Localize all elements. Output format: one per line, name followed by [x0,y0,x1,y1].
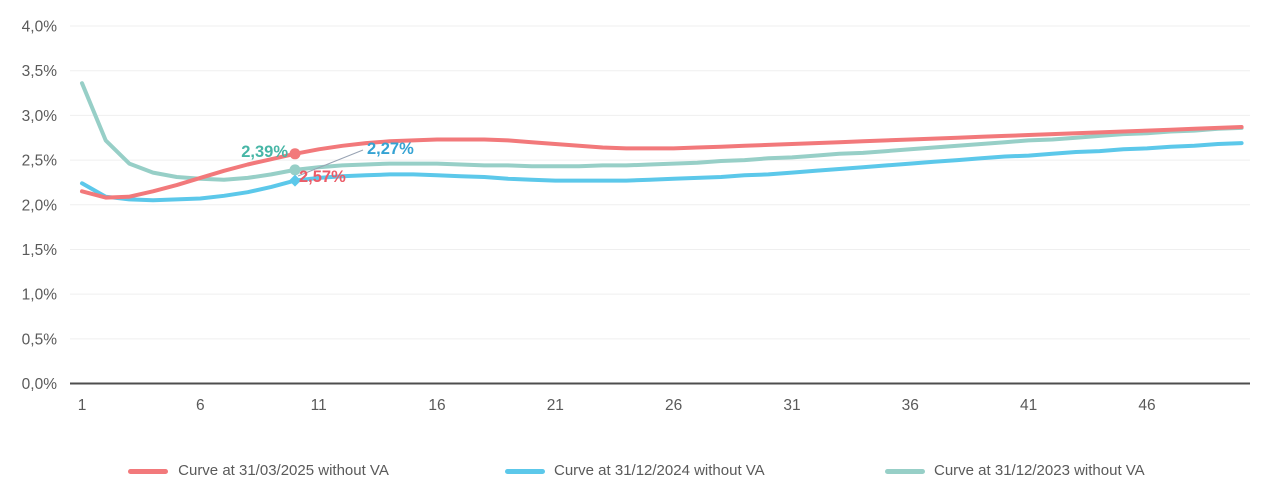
x-axis-tick-label: 36 [902,397,919,414]
x-axis-tick-label: 41 [1020,397,1037,414]
y-axis-tick-label: 2,5% [22,153,58,170]
x-axis-tick-label: 1 [78,397,87,414]
data-point-marker-diamond[interactable] [288,174,301,187]
legend-swatch-2025 [128,469,168,474]
x-axis-tick-label: 16 [428,397,445,414]
y-axis-tick-label: 2,0% [22,197,58,214]
y-axis-tick-label: 1,0% [22,287,58,304]
y-axis-tick-label: 1,5% [22,242,58,259]
legend-swatch-2024 [505,469,545,474]
x-axis-tick-label: 21 [547,397,564,414]
legend-item-curve-2025[interactable]: Curve at 31/03/2025 without VA [128,461,390,481]
legend-label-2024: Curve at 31/12/2024 without VA [554,462,765,479]
x-axis-tick-label: 46 [1138,397,1155,414]
legend-label-2023: Curve at 31/12/2023 without VA [934,462,1145,479]
series-line-31032025[interactable] [80,125,1244,200]
data-label-callout-line [297,149,364,177]
x-axis-tick-label: 31 [783,397,800,414]
legend-item-curve-2023[interactable]: Curve at 31/12/2023 without VA [885,461,1145,481]
yield-curve-chart: 0,0%0,5%1,0%1,5%2,0%2,5%3,0%3,5%4,0%1 6 11… [22,19,1250,414]
x-axis-tick-label: 6 [196,397,205,414]
data-point-label: 2,39% [241,143,288,161]
y-axis-tick-label: 3,0% [22,108,58,125]
series-line-31122024[interactable] [80,141,1244,203]
legend-label-2025: Curve at 31/03/2025 without VA [178,462,389,479]
y-axis-tick-label: 3,5% [22,63,58,80]
y-axis-tick-label: 0,0% [22,376,58,393]
series-line-31122023[interactable] [80,81,1244,182]
x-axis-tick-label: 26 [665,397,682,414]
legend-item-curve-2024[interactable]: Curve at 31/12/2024 without VA [505,461,765,481]
data-point-marker-circle[interactable] [289,164,301,176]
x-axis-tick-label: 11 [311,397,327,414]
data-point-label: 2,57% [299,168,346,186]
y-axis-tick-label: 4,0% [22,19,58,36]
y-axis-tick-label: 0,5% [22,331,58,348]
data-point-marker-circle[interactable] [289,148,301,160]
data-point-label: 2,27% [367,140,414,158]
legend-swatch-2023 [885,469,925,474]
chart-legend: Curve at 31/03/2025 without VA Curve at … [0,458,1280,500]
